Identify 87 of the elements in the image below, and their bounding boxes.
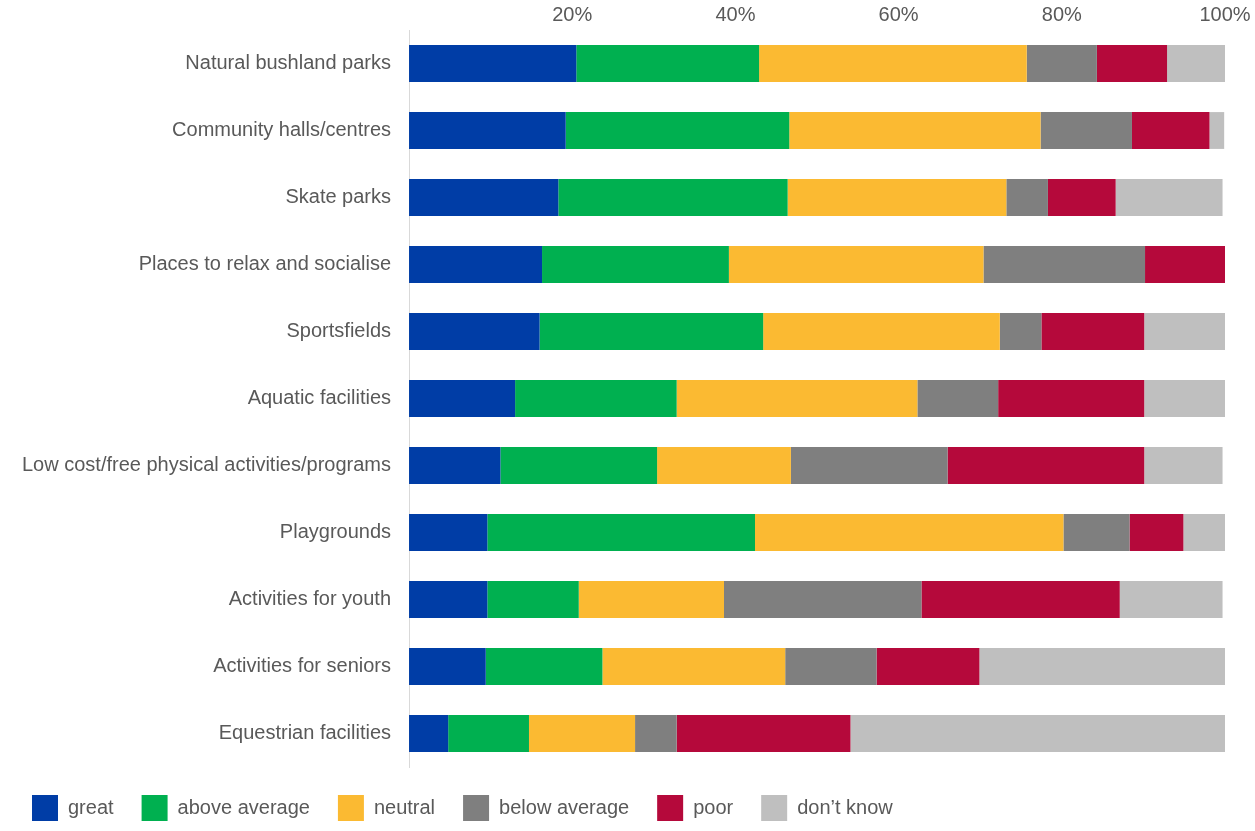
bar bbox=[409, 581, 488, 618]
bar bbox=[1041, 313, 1145, 350]
bar bbox=[728, 246, 984, 283]
bar bbox=[724, 581, 922, 618]
x-tick-label: 40% bbox=[715, 2, 756, 25]
x-tick-label: 80% bbox=[1041, 2, 1083, 25]
x-tick-label: 20% bbox=[552, 2, 593, 25]
bar bbox=[409, 648, 486, 685]
y-tick-label: Aquatic facilities bbox=[247, 386, 392, 409]
bar bbox=[635, 715, 677, 752]
bar bbox=[1026, 45, 1097, 82]
bar bbox=[1119, 581, 1223, 618]
bar bbox=[917, 380, 999, 417]
bar bbox=[1063, 514, 1130, 551]
bar bbox=[539, 313, 764, 350]
bar bbox=[1209, 112, 1225, 149]
bar bbox=[409, 447, 501, 484]
bar bbox=[409, 514, 488, 551]
bar bbox=[409, 179, 559, 216]
bar bbox=[983, 246, 1146, 283]
legend-label: great bbox=[68, 795, 115, 818]
bar bbox=[1144, 380, 1225, 417]
x-tick-label: 100% bbox=[1199, 2, 1251, 25]
bar bbox=[759, 45, 1027, 82]
y-tick-label: Activities for seniors bbox=[213, 654, 392, 677]
bar bbox=[558, 179, 788, 216]
y-tick-label: Community halls/centres bbox=[172, 118, 392, 141]
bar bbox=[500, 447, 658, 484]
bar bbox=[448, 715, 529, 752]
bar bbox=[785, 648, 877, 685]
legend-label: below average bbox=[499, 795, 630, 818]
bar bbox=[409, 380, 516, 417]
bar bbox=[602, 648, 786, 685]
bar bbox=[676, 715, 851, 752]
bar bbox=[485, 648, 603, 685]
bar bbox=[1040, 112, 1132, 149]
bar bbox=[487, 581, 579, 618]
bar bbox=[1183, 514, 1225, 551]
bar bbox=[979, 648, 1225, 685]
y-tick-label: Playgrounds bbox=[279, 520, 392, 543]
y-tick-label: Sportsfields bbox=[286, 319, 392, 342]
y-tick-label: Skate parks bbox=[285, 185, 392, 208]
bar bbox=[1115, 179, 1223, 216]
bar bbox=[1131, 112, 1210, 149]
bar bbox=[1047, 179, 1116, 216]
bar bbox=[998, 380, 1145, 417]
bar bbox=[1167, 45, 1225, 82]
bar bbox=[657, 447, 791, 484]
bar bbox=[409, 246, 543, 283]
bar bbox=[409, 112, 566, 149]
bar bbox=[515, 380, 677, 417]
y-tick-label: Low cost/free physical activities/programs bbox=[21, 453, 392, 476]
bar bbox=[409, 313, 540, 350]
x-tick-label: 60% bbox=[878, 2, 919, 25]
y-tick-label: Activities for youth bbox=[228, 587, 392, 610]
legend-label: poor bbox=[693, 795, 734, 818]
bar bbox=[1129, 514, 1184, 551]
legend-label: don’t know bbox=[797, 795, 894, 818]
bar bbox=[1096, 45, 1168, 82]
y-tick-label: Equestrian facilities bbox=[218, 721, 392, 744]
bar bbox=[487, 514, 755, 551]
bar bbox=[1144, 313, 1225, 350]
legend-label: above average bbox=[177, 795, 310, 818]
y-tick-label: Places to relax and socialise bbox=[138, 252, 392, 275]
bar bbox=[576, 45, 760, 82]
bar bbox=[790, 447, 948, 484]
bar bbox=[409, 45, 577, 82]
bar bbox=[763, 313, 1000, 350]
bar bbox=[947, 447, 1145, 484]
bar bbox=[999, 313, 1042, 350]
bar bbox=[755, 514, 1064, 551]
bar bbox=[921, 581, 1120, 618]
bar bbox=[676, 380, 918, 417]
bar bbox=[528, 715, 636, 752]
bar bbox=[578, 581, 724, 618]
bar bbox=[876, 648, 980, 685]
bar bbox=[789, 112, 1041, 149]
legend-label: neutral bbox=[373, 795, 436, 818]
bar bbox=[787, 179, 1007, 216]
bar bbox=[542, 246, 729, 283]
bar bbox=[1145, 246, 1225, 283]
bar bbox=[850, 715, 1225, 752]
y-tick-label: Natural bushland parks bbox=[185, 51, 392, 74]
bar bbox=[409, 715, 449, 752]
bar bbox=[1006, 179, 1048, 216]
bar bbox=[1144, 447, 1223, 484]
bar bbox=[565, 112, 790, 149]
